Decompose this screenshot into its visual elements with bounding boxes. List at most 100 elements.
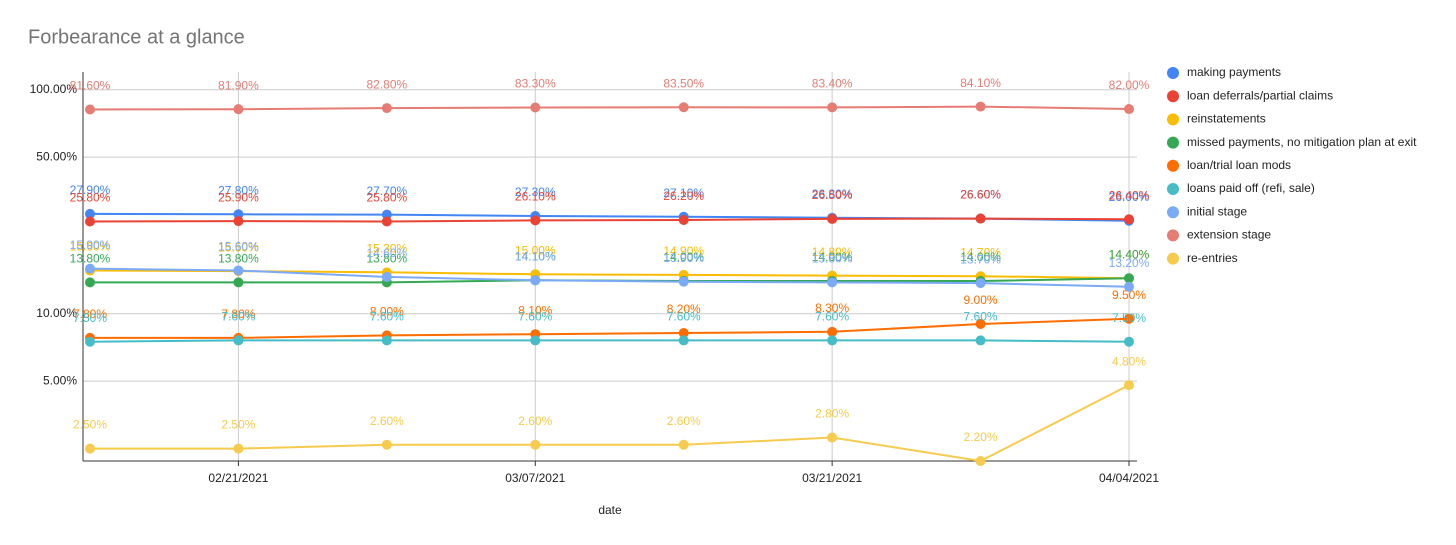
data-label: 26.00%: [1109, 190, 1150, 204]
data-label: 7.50%: [1112, 311, 1146, 325]
data-label: 83.30%: [515, 77, 556, 91]
series-line: [89, 267, 1130, 288]
y-tick-label: 100.00%: [30, 82, 78, 96]
data-point: [827, 432, 838, 443]
data-point: [1124, 380, 1134, 391]
data-point: [1124, 104, 1134, 115]
data-point: [827, 326, 838, 337]
legend-marker: [1167, 252, 1179, 265]
data-point: [678, 215, 689, 226]
data-label: 14.40%: [1109, 247, 1150, 261]
series-line: [90, 317, 1130, 339]
data-label: 26.60%: [960, 188, 1001, 202]
data-label: 82.80%: [367, 77, 408, 91]
data-label: 25.80%: [367, 191, 408, 205]
legend-label: missed payments, no mitigation plan at e…: [1187, 135, 1417, 149]
data-point: [1124, 313, 1134, 324]
data-label: 14.60%: [367, 246, 408, 260]
data-label: 9.00%: [964, 293, 998, 307]
data-label: 7.60%: [221, 310, 255, 324]
data-point: [85, 336, 95, 347]
data-point: [975, 213, 986, 224]
data-point: [975, 456, 986, 466]
legend-marker: [1167, 113, 1179, 126]
data-label: 14.90%: [663, 244, 704, 258]
data-label: 7.80%: [221, 307, 255, 321]
data-point: [1124, 281, 1134, 292]
legend-marker: [1167, 229, 1179, 242]
data-point: [975, 101, 986, 112]
data-point: [827, 335, 838, 346]
data-label: 13.80%: [70, 252, 111, 266]
data-point: [381, 216, 392, 227]
data-label: 15.60%: [70, 240, 111, 254]
data-point: [233, 277, 244, 288]
data-point: [530, 275, 541, 286]
data-label: 13.80%: [812, 252, 853, 266]
data-label: 2.60%: [370, 414, 404, 428]
data-point: [233, 216, 244, 227]
data-point: [85, 104, 95, 115]
data-label: 27.80%: [218, 183, 259, 197]
data-label: 26.20%: [663, 189, 704, 203]
x-tick-label: 02/21/2021: [208, 471, 268, 485]
data-point: [827, 277, 838, 288]
data-point: [85, 216, 95, 227]
data-label: 8.30%: [815, 301, 849, 315]
legend-label: loans paid off (refi, sale): [1187, 181, 1315, 195]
data-point: [678, 335, 689, 346]
data-point: [827, 213, 838, 224]
legend-label: re-entries: [1187, 251, 1238, 265]
series-line: [89, 339, 1130, 343]
legend-marker: [1167, 67, 1179, 79]
data-point: [975, 278, 986, 289]
y-tick-label: 50.00%: [36, 149, 77, 163]
data-label: 26.80%: [812, 187, 853, 201]
legend-label: reinstatements: [1187, 112, 1266, 126]
data-label: 26.50%: [812, 188, 853, 202]
data-label: 9.50%: [1112, 288, 1146, 302]
data-label: 8.20%: [667, 302, 701, 316]
data-label: 13.80%: [367, 252, 408, 266]
data-label: 27.90%: [70, 183, 111, 197]
data-point: [678, 439, 689, 450]
y-tick-label: 10.00%: [36, 306, 77, 320]
data-label: 25.90%: [218, 190, 259, 204]
data-label: 15.60%: [218, 240, 259, 254]
data-point: [233, 335, 244, 346]
data-label: 27.10%: [663, 186, 704, 200]
chart-title: Forbearance at a glance: [28, 26, 245, 48]
legend-marker: [1167, 90, 1179, 103]
data-label: 27.30%: [515, 185, 556, 199]
data-label: 13.80%: [218, 252, 259, 266]
data-label: 7.60%: [518, 310, 552, 324]
legend-marker: [1167, 159, 1179, 172]
data-label: 14.40%: [1109, 247, 1150, 261]
data-label: 82.00%: [1109, 78, 1150, 92]
legend-label: initial stage: [1187, 204, 1247, 218]
data-label: 14.00%: [663, 250, 704, 264]
data-label: 2.60%: [518, 414, 552, 428]
series-line: [89, 105, 1130, 111]
data-label: 26.60%: [960, 188, 1001, 202]
data-point: [678, 102, 689, 113]
data-point: [381, 209, 392, 220]
data-point: [233, 443, 244, 454]
data-label: 8.00%: [370, 305, 404, 319]
data-label: 2.60%: [667, 414, 701, 428]
data-point: [233, 265, 244, 276]
series-line: [89, 217, 1130, 223]
x-tick-label: 03/21/2021: [802, 471, 862, 485]
x-tick-label: 03/07/2021: [505, 471, 565, 485]
data-label: 14.70%: [960, 245, 1001, 259]
data-point: [85, 208, 95, 219]
data-point: [1124, 336, 1134, 347]
legend-label: making payments: [1187, 65, 1281, 79]
legend-label: loan/trial loan mods: [1187, 158, 1291, 172]
data-label: 15.30%: [367, 242, 408, 256]
data-point: [381, 439, 392, 450]
data-point: [530, 102, 541, 113]
data-point: [233, 209, 244, 220]
x-tick-label: 04/04/2021: [1099, 471, 1159, 485]
